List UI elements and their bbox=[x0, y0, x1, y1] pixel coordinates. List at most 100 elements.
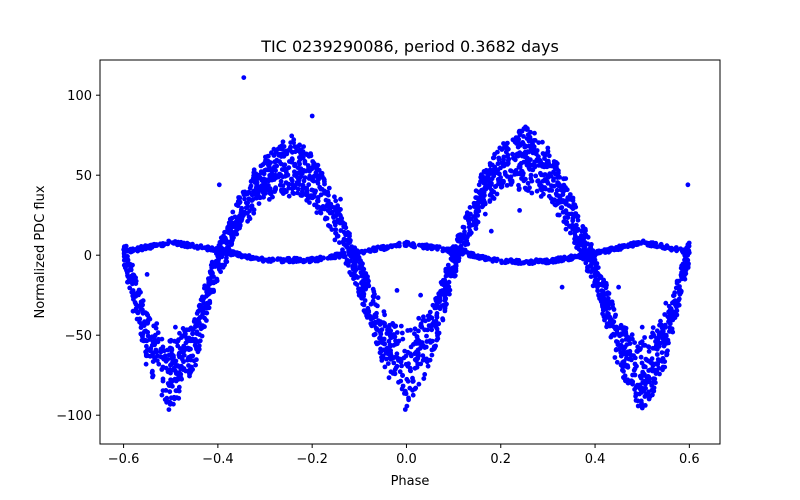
data-point bbox=[404, 403, 410, 409]
data-point bbox=[145, 353, 151, 359]
outlier-point bbox=[394, 288, 400, 293]
data-point bbox=[630, 336, 635, 342]
data-point bbox=[499, 181, 505, 187]
data-point bbox=[371, 315, 376, 321]
data-point bbox=[529, 162, 535, 168]
data-point bbox=[516, 182, 521, 188]
data-point bbox=[599, 288, 605, 294]
data-point bbox=[506, 156, 512, 162]
data-point bbox=[314, 166, 319, 172]
data-point bbox=[650, 368, 655, 374]
data-point bbox=[427, 309, 433, 315]
data-point bbox=[143, 361, 149, 367]
data-point bbox=[186, 363, 191, 368]
data-point bbox=[278, 172, 284, 178]
data-point bbox=[398, 359, 404, 365]
data-point bbox=[400, 336, 406, 342]
data-point bbox=[618, 350, 624, 355]
data-point bbox=[487, 198, 493, 203]
data-point bbox=[393, 323, 399, 329]
data-point bbox=[525, 149, 530, 155]
data-point bbox=[527, 134, 533, 140]
data-point bbox=[356, 289, 361, 295]
data-point bbox=[583, 228, 588, 234]
data-point bbox=[643, 385, 648, 391]
data-point bbox=[478, 172, 484, 178]
data-point bbox=[278, 256, 283, 262]
data-point bbox=[352, 269, 357, 275]
data-point bbox=[476, 196, 482, 201]
data-point bbox=[130, 281, 135, 287]
data-point bbox=[685, 261, 690, 267]
x-tick-label: −0.2 bbox=[296, 452, 328, 467]
data-point bbox=[366, 248, 372, 254]
data-point bbox=[236, 195, 242, 200]
data-point bbox=[229, 240, 235, 246]
data-point bbox=[159, 336, 165, 342]
data-point bbox=[272, 159, 278, 165]
data-point bbox=[314, 256, 320, 262]
data-point bbox=[214, 278, 220, 284]
data-point bbox=[171, 401, 176, 407]
data-point bbox=[284, 170, 289, 176]
data-point bbox=[434, 326, 440, 332]
data-point bbox=[361, 308, 367, 314]
data-point bbox=[653, 380, 658, 386]
data-point bbox=[572, 240, 577, 246]
data-point bbox=[286, 193, 292, 199]
data-point bbox=[649, 356, 655, 362]
data-point bbox=[534, 188, 540, 194]
data-point bbox=[451, 272, 456, 278]
data-point bbox=[612, 332, 617, 338]
data-point bbox=[517, 260, 523, 266]
data-point bbox=[621, 243, 627, 248]
data-point bbox=[300, 149, 306, 154]
data-point bbox=[150, 353, 156, 359]
data-point bbox=[554, 187, 560, 193]
data-point bbox=[304, 151, 309, 157]
data-point bbox=[648, 393, 653, 399]
data-point bbox=[349, 244, 354, 250]
data-point bbox=[394, 330, 400, 335]
data-point bbox=[260, 162, 266, 168]
data-point bbox=[619, 331, 624, 337]
data-point bbox=[554, 166, 560, 172]
data-point bbox=[279, 167, 285, 172]
data-point bbox=[357, 265, 362, 271]
data-point bbox=[214, 246, 219, 251]
data-point bbox=[145, 333, 151, 339]
data-point bbox=[381, 336, 387, 342]
outlier-point bbox=[338, 196, 343, 202]
data-point bbox=[511, 156, 517, 161]
data-point bbox=[284, 189, 289, 195]
data-point bbox=[686, 250, 692, 256]
data-point bbox=[440, 288, 445, 293]
data-point bbox=[501, 154, 507, 160]
data-point bbox=[447, 291, 452, 297]
data-point bbox=[359, 273, 365, 279]
data-point bbox=[480, 253, 485, 259]
data-point bbox=[505, 146, 511, 152]
data-point bbox=[288, 140, 294, 146]
data-point bbox=[508, 180, 514, 186]
data-point bbox=[667, 329, 673, 334]
data-point bbox=[652, 376, 658, 382]
data-point bbox=[416, 381, 422, 387]
data-point bbox=[202, 283, 208, 289]
data-point bbox=[399, 363, 404, 369]
data-point bbox=[407, 368, 413, 373]
data-point bbox=[150, 359, 156, 364]
data-point bbox=[218, 269, 224, 275]
data-point bbox=[228, 249, 234, 255]
data-point bbox=[487, 167, 493, 173]
data-point bbox=[542, 185, 548, 190]
data-point bbox=[297, 256, 303, 262]
data-point bbox=[144, 343, 149, 349]
data-point bbox=[380, 340, 386, 346]
data-point bbox=[465, 234, 470, 240]
data-point bbox=[412, 357, 418, 363]
data-point bbox=[561, 199, 566, 205]
data-point bbox=[434, 300, 440, 305]
data-point bbox=[127, 276, 133, 282]
data-point bbox=[267, 190, 273, 196]
